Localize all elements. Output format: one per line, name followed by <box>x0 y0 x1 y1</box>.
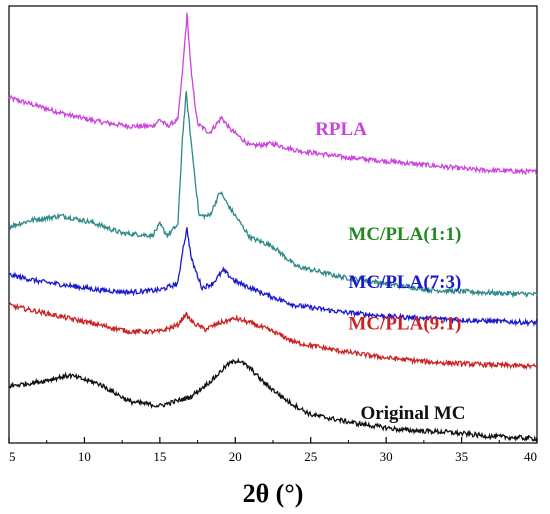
series-line-3 <box>8 302 538 370</box>
x-tick-label-5: 5 <box>9 449 16 464</box>
series-label-4: Original MC <box>361 403 466 424</box>
series-line-0 <box>8 12 538 176</box>
series-label-1: MC/PLA(1:1) <box>348 224 461 245</box>
x-tick-label-15: 15 <box>153 449 166 464</box>
x-tick-label-10: 10 <box>78 449 91 464</box>
series-label-2: MC/PLA(7:3) <box>348 272 461 293</box>
series-label-0: RPLA <box>315 119 367 140</box>
x-tick-label-35: 35 <box>455 449 468 464</box>
x-tick-label-25: 25 <box>304 449 317 464</box>
series-group <box>8 12 538 442</box>
series-labels: RPLA MC/PLA(1:1) MC/PLA(7:3) MC/PLA(9:1) Ori… <box>315 119 465 424</box>
x-tick-label-20: 20 <box>229 449 242 464</box>
x-axis-ticks: 5 10 15 20 25 30 35 40 <box>8 437 538 464</box>
x-tick-label-30: 30 <box>380 449 393 464</box>
x-tick-label-40: 40 <box>524 449 537 464</box>
series-line-2 <box>8 227 538 328</box>
series-line-1 <box>8 91 538 299</box>
series-label-3: MC/PLA(9:1) <box>348 313 461 334</box>
x-axis-title: 2θ (°) <box>243 479 304 508</box>
series-line-4 <box>8 357 538 442</box>
